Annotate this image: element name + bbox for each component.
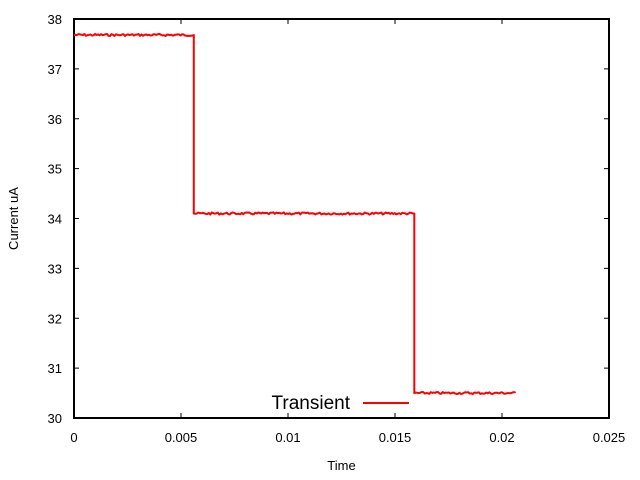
x-tick-label: 0.02 <box>489 430 514 445</box>
legend: Transient <box>272 393 409 414</box>
series-line-transient <box>73 33 516 396</box>
series-layer <box>73 33 516 396</box>
y-tick-label: 31 <box>48 361 62 376</box>
y-tick-label: 34 <box>48 212 62 227</box>
y-axis-title: Current uA <box>6 187 21 250</box>
x-tick-label: 0.01 <box>275 430 300 445</box>
y-tick-label: 32 <box>48 311 62 326</box>
y-tick-label: 36 <box>48 112 62 127</box>
x-tick-label: 0.005 <box>165 430 198 445</box>
y-tick-label: 30 <box>48 411 62 426</box>
x-tick-label: 0.025 <box>593 430 626 445</box>
y-tick-label: 35 <box>48 162 62 177</box>
y-axis: 30 31 32 33 34 35 36 37 38 <box>48 12 609 426</box>
x-tick-label: 0.015 <box>379 430 412 445</box>
plot-border <box>73 18 610 419</box>
y-tick-label: 38 <box>48 12 62 27</box>
legend-label: Transient <box>272 393 351 414</box>
y-tick-label: 33 <box>48 261 62 276</box>
y-tick-label: 37 <box>48 62 62 77</box>
x-tick-label: 0 <box>70 430 77 445</box>
x-axis: 0 0.005 0.01 0.015 0.02 0.025 <box>70 19 625 445</box>
plot-area <box>73 18 610 419</box>
x-axis-title: Time <box>327 458 355 473</box>
